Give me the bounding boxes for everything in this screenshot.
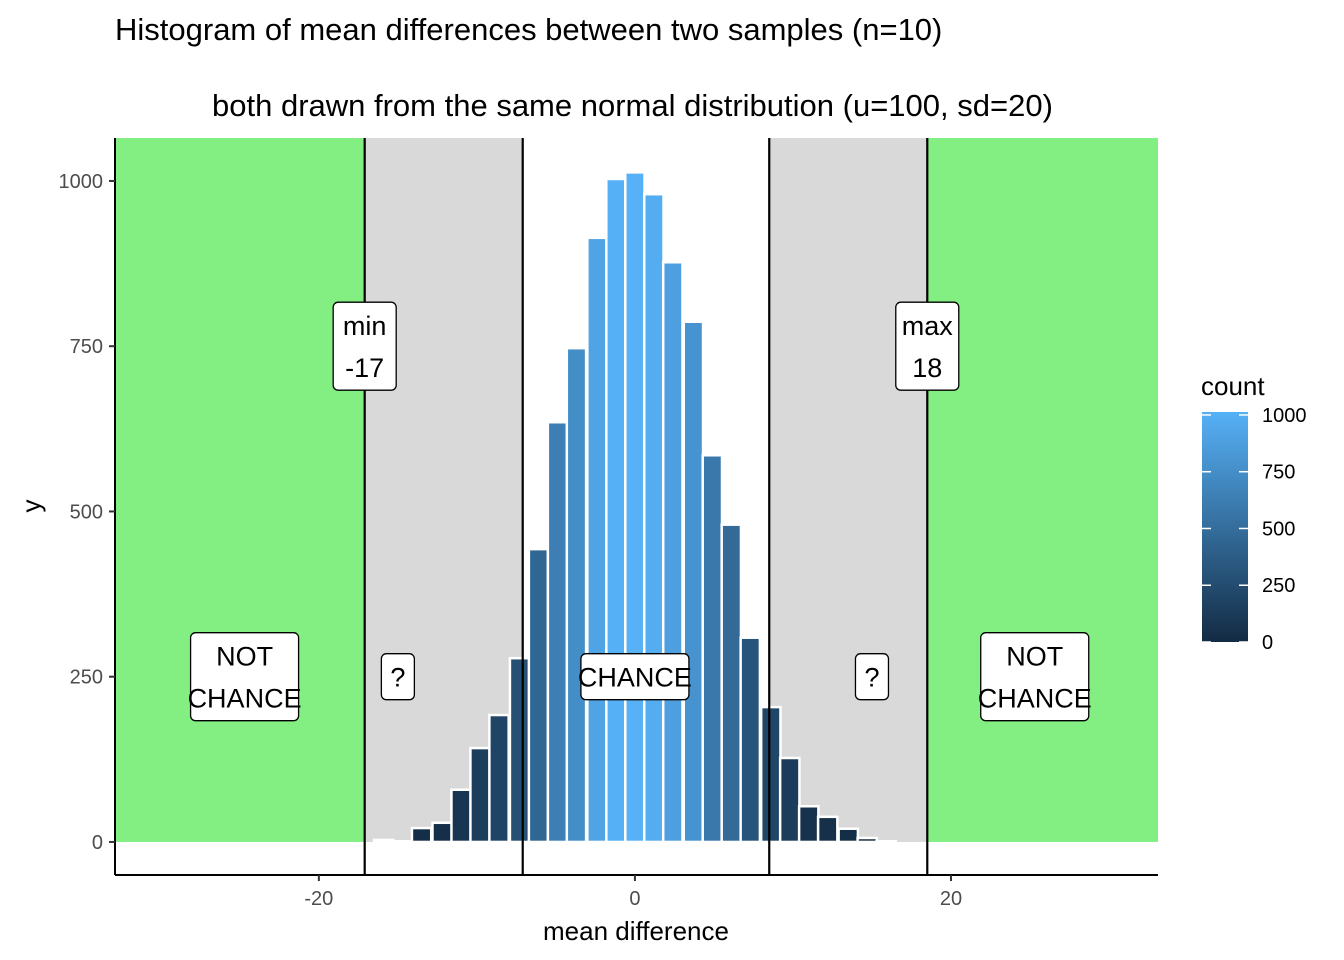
histogram-bar: [450, 788, 472, 844]
annotation-label-text: CHANCE: [188, 684, 302, 714]
annotation-label-box: [854, 653, 890, 701]
histogram-bar: [816, 815, 839, 844]
region-not-chance-right: [927, 138, 1158, 842]
histogram-bar: [431, 821, 454, 844]
annotation-label-box: [332, 301, 397, 391]
annotation-label-box: [580, 653, 690, 701]
annotation-label-box: [189, 632, 300, 722]
histogram-bar: [488, 713, 510, 844]
chart-title: Histogram of mean differences between tw…: [115, 12, 942, 47]
chart-subtitle: both drawn from the same normal distribu…: [212, 88, 1053, 123]
annotation-label-text: NOT: [1006, 642, 1063, 672]
histogram-bar: [778, 756, 801, 844]
legend-tick-label: 250: [1262, 575, 1295, 597]
histogram-bar: [720, 523, 743, 844]
x-axis-label: mean difference: [543, 916, 729, 946]
histogram-bar: [642, 192, 665, 844]
histogram-bar: [527, 547, 550, 844]
histogram-bar: [797, 805, 820, 844]
histogram-bar: [759, 705, 782, 844]
annotation-label-box: [980, 632, 1090, 722]
annotation-label-text: -17: [345, 353, 384, 383]
legend-tick-label: 500: [1262, 518, 1295, 540]
legend-tick-label: 0: [1262, 632, 1273, 654]
y-axis-label: y: [16, 500, 46, 513]
histogram-bar: [701, 454, 724, 844]
histogram-bar: [586, 236, 608, 844]
histogram-bar: [739, 636, 762, 844]
annotation-label-text: CHANCE: [578, 663, 692, 693]
legend-tick-label: 1000: [1262, 405, 1307, 427]
annotation-label-text: max: [902, 311, 954, 341]
histogram-bar: [682, 320, 705, 844]
histogram-bar: [605, 177, 627, 844]
y-tick-label: 750: [70, 336, 103, 358]
legend-title: count: [1201, 371, 1265, 401]
histogram-bar: [565, 346, 588, 844]
annotation-label-text: CHANCE: [978, 684, 1092, 714]
region-uncertain-right: [769, 138, 928, 842]
annotation-label-box: [380, 653, 416, 701]
y-tick-label: 1000: [59, 171, 104, 193]
histogram-bar: [372, 838, 395, 844]
y-tick-label: 500: [70, 501, 103, 523]
histogram-bar: [856, 836, 879, 844]
histogram-bar: [875, 840, 898, 844]
annotation-label-box: [895, 301, 960, 391]
legend-colorbar: [1202, 412, 1248, 642]
x-tick-label: 0: [629, 888, 640, 910]
annotation-label-text: ?: [864, 663, 879, 693]
histogram-bar: [508, 656, 531, 844]
histogram-bar: [469, 746, 491, 844]
histogram-bar: [391, 840, 414, 844]
region-not-chance-left: [115, 138, 365, 842]
legend-tick-label: 750: [1262, 462, 1295, 484]
x-tick-label: -20: [304, 888, 333, 910]
histogram-bar: [837, 827, 860, 844]
histogram-bar: [410, 826, 433, 844]
annotation-label-text: min: [343, 311, 387, 341]
annotation-label-text: NOT: [216, 642, 273, 672]
histogram-bar: [624, 171, 646, 844]
annotation-label-text: 18: [912, 353, 942, 383]
annotation-label-text: ?: [390, 663, 405, 693]
x-tick-label: 20: [940, 888, 962, 910]
histogram-bar: [661, 261, 684, 844]
y-tick-label: 250: [70, 667, 103, 689]
y-tick-label: 0: [92, 832, 103, 854]
histogram-bar: [546, 420, 569, 844]
